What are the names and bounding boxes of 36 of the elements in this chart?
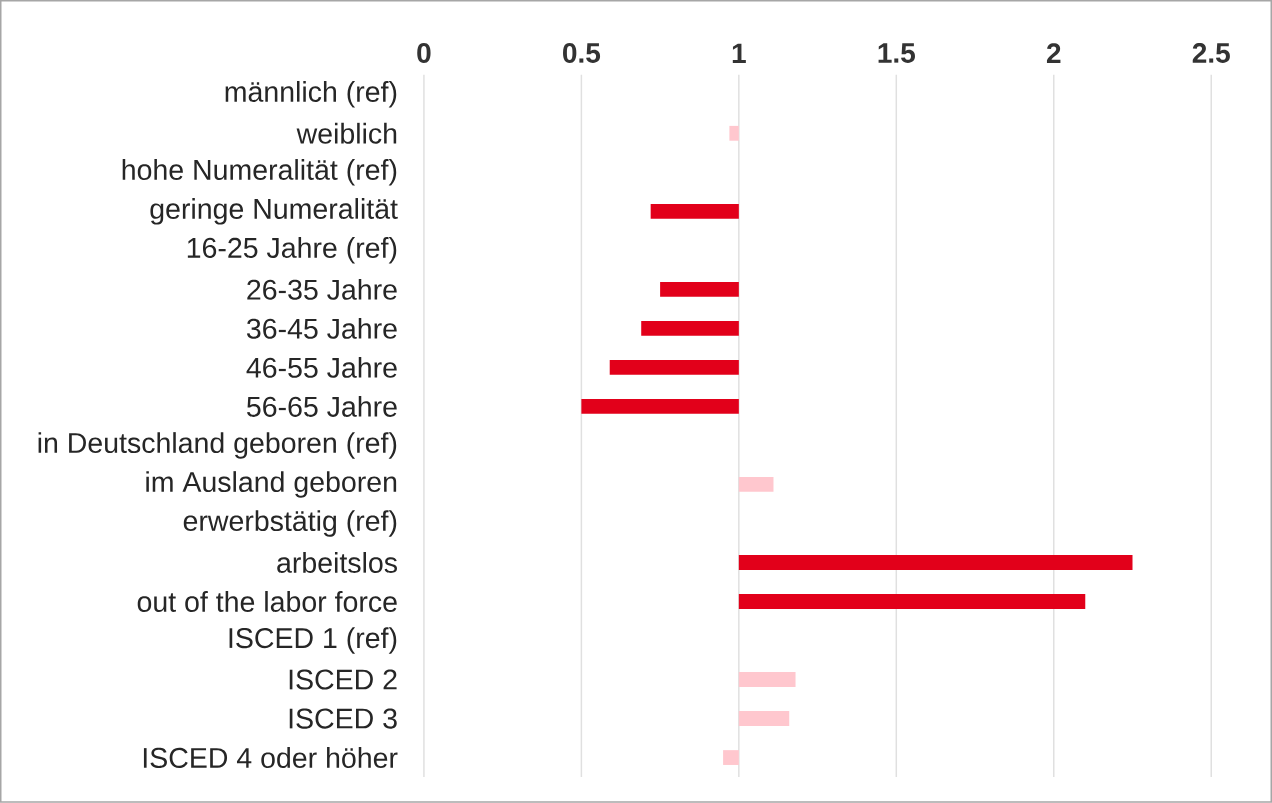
x-tick-label: 1.5 (878, 43, 915, 63)
x-tick-label: 0 (417, 43, 431, 63)
y-tick-label: im Ausland geboren (146, 471, 397, 498)
y-tick-label: erwerbstätig (ref) (183, 510, 397, 537)
y-tick-label: in Deutschland geboren (ref) (38, 432, 397, 459)
y-tick-label: arbeitslos (277, 552, 397, 574)
y-tick-label: hohe Numeralität (ref) (122, 159, 397, 186)
y-tick-label: 56-65 Jahre (247, 396, 397, 417)
y-tick-label: weiblich (296, 122, 397, 144)
bar (609, 360, 739, 375)
bar (581, 399, 739, 414)
bar (660, 282, 739, 297)
bar (738, 555, 1133, 570)
bar (729, 125, 739, 141)
x-tick-label: 2.5 (1192, 43, 1230, 63)
y-tick-label: 46-55 Jahre (246, 357, 397, 378)
x-tick-label: 0.5 (563, 43, 601, 63)
bar (641, 321, 739, 336)
bar (738, 477, 774, 492)
y-tick-label: 16-25 Jahre (ref) (187, 237, 397, 264)
y-tick-label: 36-45 Jahre (246, 318, 397, 339)
y-tick-label: männlich (ref) (225, 81, 397, 108)
y-tick-label: ISCED 4 oder höher (143, 747, 398, 769)
x-tick-label: 2 (1046, 43, 1061, 63)
y-tick-label: geringe Numeralität (150, 198, 398, 225)
y-tick-label: ISCED 2 (289, 669, 397, 690)
bar (738, 672, 796, 688)
bar (723, 750, 739, 766)
bar (738, 711, 790, 727)
bar (738, 594, 1086, 609)
x-tick-label: 1 (732, 43, 746, 63)
bar (650, 204, 739, 219)
y-tick-label: ISCED 1 (ref) (229, 627, 397, 654)
y-tick-label: out of the labor force (137, 591, 397, 613)
y-tick-label: ISCED 3 (289, 708, 397, 729)
y-tick-label: 26-35 Jahre (247, 278, 397, 300)
